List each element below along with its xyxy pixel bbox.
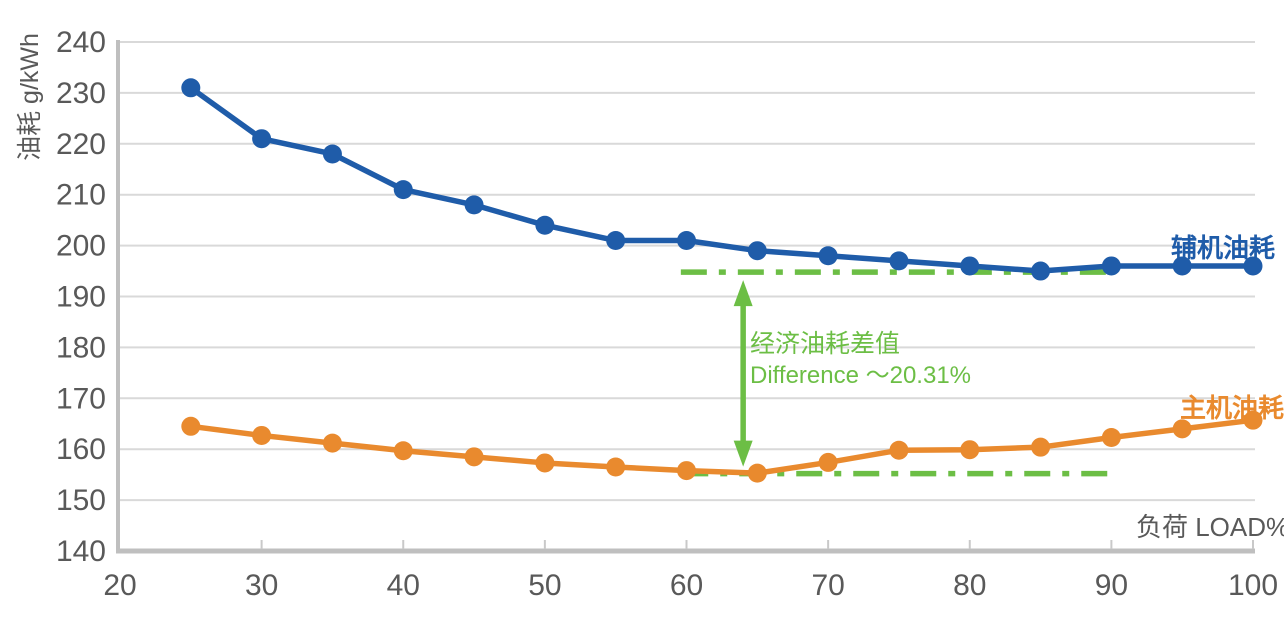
series-1-point-x70 (818, 452, 838, 472)
x-tick-label-80: 80 (953, 569, 986, 602)
series-0-point-x50 (535, 215, 555, 235)
series-0-point-x55 (606, 231, 626, 251)
series-0-point-x25 (181, 78, 201, 98)
series-1-point-x60 (677, 461, 696, 481)
series-0-point-x75 (889, 251, 909, 271)
y-tick-label-160: 160 (56, 433, 106, 466)
series-1-point-x75 (889, 440, 909, 460)
x-tick-label-70: 70 (811, 569, 844, 602)
y-tick-label-150: 150 (56, 484, 106, 517)
y-tick-label-230: 230 (56, 77, 106, 110)
series-1-point-x30 (252, 425, 272, 445)
annotation-arrow-head-down (733, 440, 753, 467)
series-0-point-x45 (464, 195, 484, 215)
series-0-point-x65 (747, 241, 767, 261)
series-0-point-x95 (1172, 256, 1192, 276)
y-tick-label-200: 200 (56, 230, 106, 263)
series-1-point-x35 (322, 433, 342, 453)
series-0-point-x35 (322, 144, 342, 164)
series-0-point-x90 (1101, 256, 1121, 276)
series-1-point-x85 (1031, 437, 1051, 457)
y-tick-label-220: 220 (56, 128, 106, 161)
y-tick-label-210: 210 (56, 179, 106, 212)
series-1-point-x80 (960, 440, 980, 460)
x-tick-label-30: 30 (245, 569, 278, 602)
series-1-point-x50 (535, 453, 555, 473)
series-0-point-x85 (1031, 261, 1051, 281)
series-1-point-x100 (1243, 410, 1263, 430)
series-1-point-x65 (747, 463, 767, 483)
y-tick-label-240: 240 (56, 26, 106, 59)
series-0-point-x70 (818, 246, 838, 266)
x-tick-label-60: 60 (670, 569, 703, 602)
series-1-point-x90 (1101, 427, 1121, 447)
series-1-point-x95 (1172, 419, 1192, 439)
x-tick-label-20: 20 (103, 569, 136, 602)
series-0-point-x100 (1243, 256, 1263, 276)
series-0-point-x80 (960, 256, 980, 276)
y-tick-label-140: 140 (56, 535, 106, 568)
y-tick-label-190: 190 (56, 281, 106, 314)
x-tick-label-90: 90 (1095, 569, 1128, 602)
series-0-point-x60 (677, 231, 696, 251)
series-1-point-x25 (181, 416, 201, 436)
series-0-point-x40 (393, 180, 413, 200)
y-tick-label-180: 180 (56, 331, 106, 364)
x-tick-label-40: 40 (387, 569, 420, 602)
series-0-point-x30 (252, 129, 272, 149)
annotation-arrow-head-up (733, 280, 753, 307)
x-tick-label-50: 50 (528, 569, 561, 602)
y-tick-label-170: 170 (56, 382, 106, 415)
series-1-point-x55 (606, 457, 626, 477)
x-tick-label-100: 100 (1228, 569, 1278, 602)
series-1-point-x45 (464, 447, 484, 467)
series-1-point-x40 (393, 441, 413, 461)
series-line-1 (188, 417, 1256, 476)
series-line-0 (188, 85, 1256, 274)
